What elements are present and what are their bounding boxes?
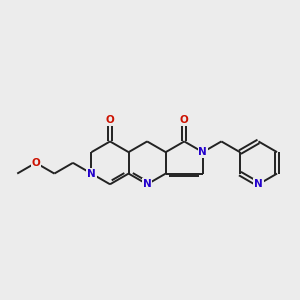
- Text: N: N: [198, 147, 207, 157]
- Text: O: O: [106, 115, 114, 125]
- Text: N: N: [254, 179, 263, 189]
- Text: N: N: [87, 169, 96, 178]
- Text: O: O: [180, 115, 189, 125]
- Text: N: N: [143, 179, 152, 189]
- Text: O: O: [32, 158, 40, 168]
